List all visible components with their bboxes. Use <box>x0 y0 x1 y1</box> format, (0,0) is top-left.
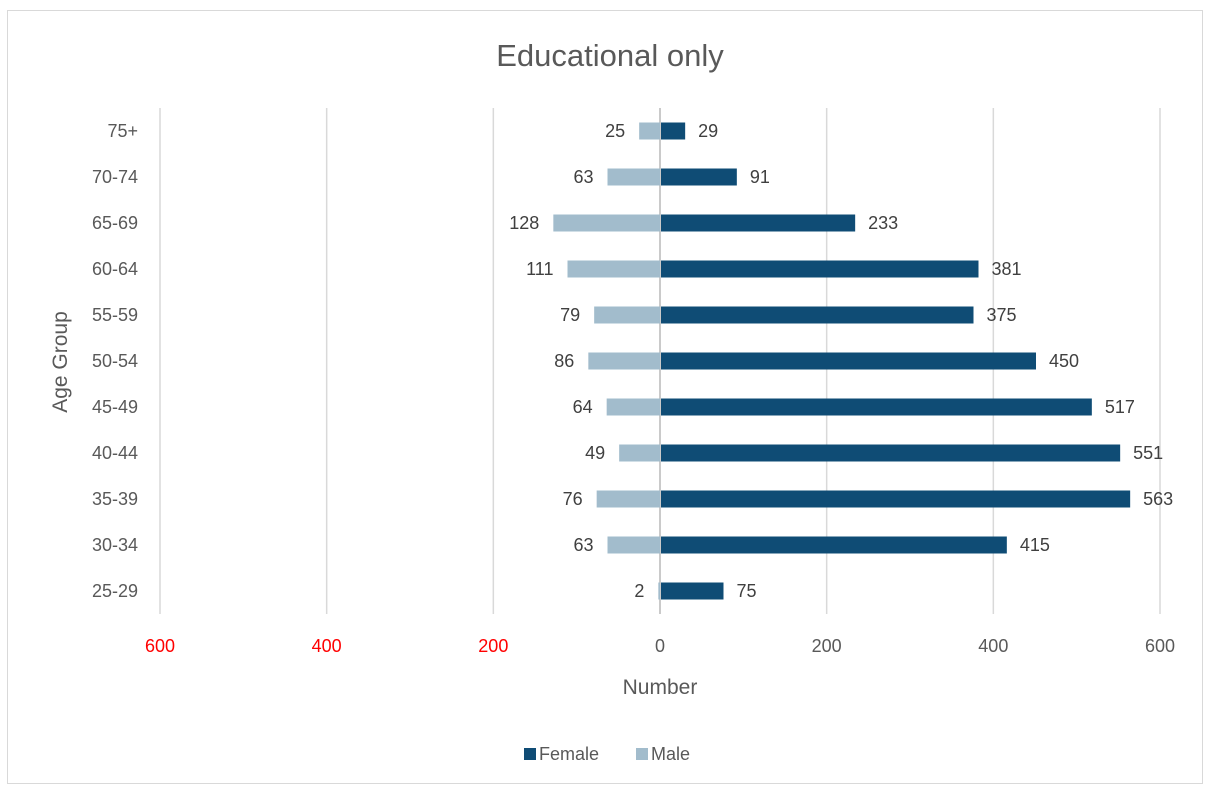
x-tick-label-1: 400 <box>312 636 342 656</box>
data-label-female-70-74: 91 <box>750 167 770 187</box>
data-label-female-50-54: 450 <box>1049 351 1079 371</box>
chart-frame <box>7 10 1203 784</box>
data-label-female-45-49: 517 <box>1105 397 1135 417</box>
data-label-male-60-64: 111 <box>526 259 553 279</box>
data-label-male-40-44: 49 <box>585 443 605 463</box>
legend-swatch-male <box>636 748 648 760</box>
bar-female-55-59 <box>661 306 974 324</box>
bar-male-30-34 <box>607 536 660 554</box>
data-label-female-40-44: 551 <box>1133 443 1163 463</box>
category-label-40-44: 40-44 <box>92 443 138 463</box>
data-label-male-35-39: 76 <box>563 489 583 509</box>
bar-male-25-29 <box>658 582 660 600</box>
data-label-female-25-29: 75 <box>737 581 757 601</box>
bar-female-70-74 <box>661 168 737 186</box>
bar-male-65-69 <box>553 214 660 232</box>
data-label-male-30-34: 63 <box>573 535 593 555</box>
category-axis: 25-29 30-34 35-39 40-44 45-49 50-54 55-59 60-64… <box>92 121 138 601</box>
data-label-male-65-69: 128 <box>509 213 539 233</box>
labels-layer: 75 2 415 63 563 76 551 49 517 64 450 86 375 79 381 111 2… <box>509 121 1173 601</box>
bar-female-75+ <box>661 122 686 140</box>
legend-swatch-female <box>524 748 536 760</box>
data-label-male-55-59: 79 <box>560 305 580 325</box>
bar-female-30-34 <box>661 536 1007 554</box>
category-label-55-59: 55-59 <box>92 305 138 325</box>
x-tick-label-5: 400 <box>978 636 1008 656</box>
bars-layer <box>553 122 1131 600</box>
bar-female-35-39 <box>661 490 1131 508</box>
data-label-female-60-64: 381 <box>992 259 1022 279</box>
legend: Female Male <box>524 744 690 764</box>
data-label-male-50-54: 86 <box>554 351 574 371</box>
bar-female-60-64 <box>661 260 979 278</box>
data-label-male-70-74: 63 <box>573 167 593 187</box>
legend-label-male: Male <box>651 744 690 764</box>
data-label-female-35-39: 563 <box>1143 489 1173 509</box>
legend-label-female: Female <box>539 744 599 764</box>
category-label-70-74: 70-74 <box>92 167 138 187</box>
category-label-75+: 75+ <box>107 121 138 141</box>
bar-female-40-44 <box>661 444 1121 462</box>
category-label-45-49: 45-49 <box>92 397 138 417</box>
bar-male-60-64 <box>567 260 660 278</box>
x-tick-label-0: 600 <box>145 636 175 656</box>
x-axis-title: Number <box>623 676 698 699</box>
category-label-35-39: 35-39 <box>92 489 138 509</box>
bar-male-70-74 <box>607 168 660 186</box>
bar-female-50-54 <box>661 352 1036 370</box>
value-axis: 600 400 200 0 200 400 600 <box>145 636 1175 656</box>
category-label-50-54: 50-54 <box>92 351 138 371</box>
bar-female-45-49 <box>661 398 1092 416</box>
x-tick-label-4: 200 <box>812 636 842 656</box>
y-axis-title: Age Group <box>49 311 72 413</box>
category-label-30-34: 30-34 <box>92 535 138 555</box>
chart-title: Educational only <box>496 38 724 73</box>
data-label-female-55-59: 375 <box>987 305 1017 325</box>
x-tick-label-3: 0 <box>655 636 665 656</box>
x-tick-label-6: 600 <box>1145 636 1175 656</box>
data-label-female-65-69: 233 <box>868 213 898 233</box>
data-label-male-75+: 25 <box>605 121 625 141</box>
bar-male-55-59 <box>594 306 660 324</box>
bar-male-35-39 <box>596 490 660 508</box>
bar-male-50-54 <box>588 352 660 370</box>
category-label-65-69: 65-69 <box>92 213 138 233</box>
data-label-male-45-49: 64 <box>573 397 593 417</box>
bar-female-65-69 <box>661 214 856 232</box>
bar-male-45-49 <box>606 398 660 416</box>
data-label-female-75+: 29 <box>698 121 718 141</box>
data-label-male-25-29: 2 <box>634 581 644 601</box>
category-label-25-29: 25-29 <box>92 581 138 601</box>
category-label-60-64: 60-64 <box>92 259 138 279</box>
data-label-female-30-34: 415 <box>1020 535 1050 555</box>
x-tick-label-2: 200 <box>478 636 508 656</box>
bar-male-40-44 <box>619 444 660 462</box>
bar-male-75+ <box>639 122 660 140</box>
bar-female-25-29 <box>661 582 724 600</box>
